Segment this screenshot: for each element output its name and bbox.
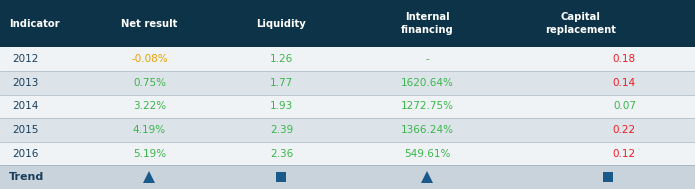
- Text: 2014: 2014: [12, 101, 38, 111]
- Text: 1.77: 1.77: [270, 78, 293, 88]
- Text: 2015: 2015: [12, 125, 38, 135]
- Text: 2.39: 2.39: [270, 125, 293, 135]
- Text: 549.61%: 549.61%: [404, 149, 450, 159]
- Text: 2013: 2013: [12, 78, 38, 88]
- Text: 0.07: 0.07: [613, 101, 636, 111]
- Text: 1620.64%: 1620.64%: [401, 78, 454, 88]
- Text: 1.93: 1.93: [270, 101, 293, 111]
- Text: 2012: 2012: [12, 54, 38, 64]
- Bar: [0, 47, 695, 71]
- Bar: [0, 118, 695, 142]
- Text: -: -: [425, 54, 430, 64]
- Text: 0.75%: 0.75%: [133, 78, 166, 88]
- Text: 3.22%: 3.22%: [133, 101, 166, 111]
- Text: Trend: Trend: [9, 172, 44, 182]
- Bar: [0, 0, 695, 27]
- Text: 2.36: 2.36: [270, 149, 293, 159]
- Text: 0.12: 0.12: [613, 149, 636, 159]
- Text: Liquidity: Liquidity: [256, 19, 306, 29]
- Text: 0.22: 0.22: [613, 125, 636, 135]
- Text: Net result: Net result: [121, 19, 178, 29]
- Bar: [0, 142, 695, 165]
- Text: Capital
replacement: Capital replacement: [545, 12, 616, 35]
- Text: 2016: 2016: [12, 149, 38, 159]
- Text: Internal
financing: Internal financing: [401, 12, 454, 35]
- Bar: [0, 0, 695, 47]
- Text: 1272.75%: 1272.75%: [401, 101, 454, 111]
- Text: Indicator: Indicator: [9, 19, 60, 29]
- Text: 5.19%: 5.19%: [133, 149, 166, 159]
- Text: 0.14: 0.14: [613, 78, 636, 88]
- Bar: [0, 71, 695, 94]
- Bar: [0, 165, 695, 189]
- Text: 1.26: 1.26: [270, 54, 293, 64]
- Text: 0.18: 0.18: [613, 54, 636, 64]
- Text: 1366.24%: 1366.24%: [401, 125, 454, 135]
- Text: 4.19%: 4.19%: [133, 125, 166, 135]
- Text: -0.08%: -0.08%: [131, 54, 167, 64]
- Bar: [0, 94, 695, 118]
